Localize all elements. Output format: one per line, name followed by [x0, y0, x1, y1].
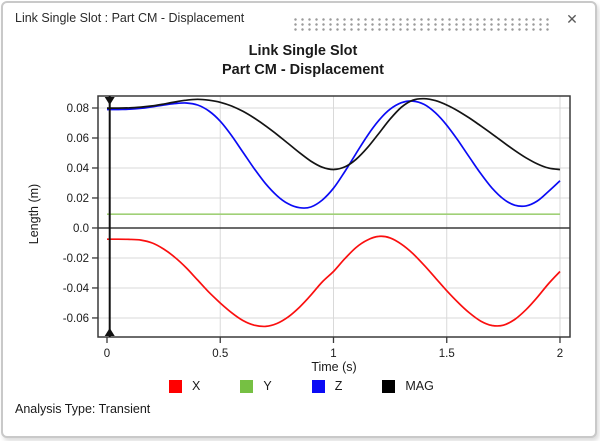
drag-handle[interactable] [291, 16, 553, 31]
chart-title-line2: Part CM - Displacement [222, 62, 384, 78]
x-tick-label: 0 [104, 348, 110, 360]
window-title: Link Single Slot : Part CM - Displacemen… [15, 11, 245, 25]
legend-item-z[interactable]: Z [311, 379, 343, 393]
legend-label-x: X [192, 379, 201, 393]
plot-area[interactable]: 0.08 0.06 0.04 0.02 0.0 -0.02 -0.04 -0.06 0 0.5 1 1… [3, 3, 597, 438]
legend-swatch-y [240, 379, 254, 393]
legend-item-x[interactable]: X [169, 379, 200, 393]
legend-swatch-mag [382, 379, 396, 393]
y-tick-label: 0.0 [73, 223, 89, 235]
legend-label-z: Z [334, 379, 343, 393]
series-x [107, 235, 561, 328]
close-icon: ✕ [566, 10, 578, 27]
close-button[interactable]: ✕ [561, 8, 583, 30]
x-tick-label: 2 [557, 348, 563, 360]
x-axis-title: Time (s) [311, 360, 357, 374]
chart-title: Link Single Slot Part CM - Displacement [3, 42, 595, 80]
series-z [107, 100, 561, 209]
analysis-type-label: Analysis Type: Transient [15, 402, 151, 416]
legend-label-mag: MAG [405, 379, 434, 393]
legend-swatch-z [311, 379, 325, 393]
legend-label-y: Y [263, 379, 272, 393]
x-tick-label: 1.5 [439, 348, 455, 360]
y-tick-label: 0.04 [67, 163, 90, 175]
title-bar: Link Single Slot : Part CM - Displacemen… [3, 3, 595, 33]
legend-item-mag[interactable]: MAG [382, 379, 434, 393]
legend: X Y Z MAG [169, 379, 434, 393]
y-axis-title: Length (m) [27, 183, 41, 245]
chart-title-line1: Link Single Slot [248, 43, 358, 59]
y-tick-label: -0.06 [63, 313, 89, 325]
cursor-top-handle[interactable] [104, 97, 115, 105]
series-mag [106, 97, 561, 171]
y-tick-label: -0.02 [63, 253, 89, 265]
y-tick-label: -0.04 [63, 283, 90, 295]
x-tick-label: 1 [330, 348, 336, 360]
legend-item-y[interactable]: Y [240, 379, 272, 393]
x-tick-label: 0.5 [212, 348, 228, 360]
y-tick-label: 0.06 [67, 133, 89, 145]
y-tick-label: 0.02 [67, 193, 89, 205]
plot-frame [97, 95, 571, 338]
y-tick-label: 0.08 [67, 103, 89, 115]
cursor-bottom-handle[interactable] [104, 328, 115, 336]
legend-swatch-x [169, 379, 182, 393]
